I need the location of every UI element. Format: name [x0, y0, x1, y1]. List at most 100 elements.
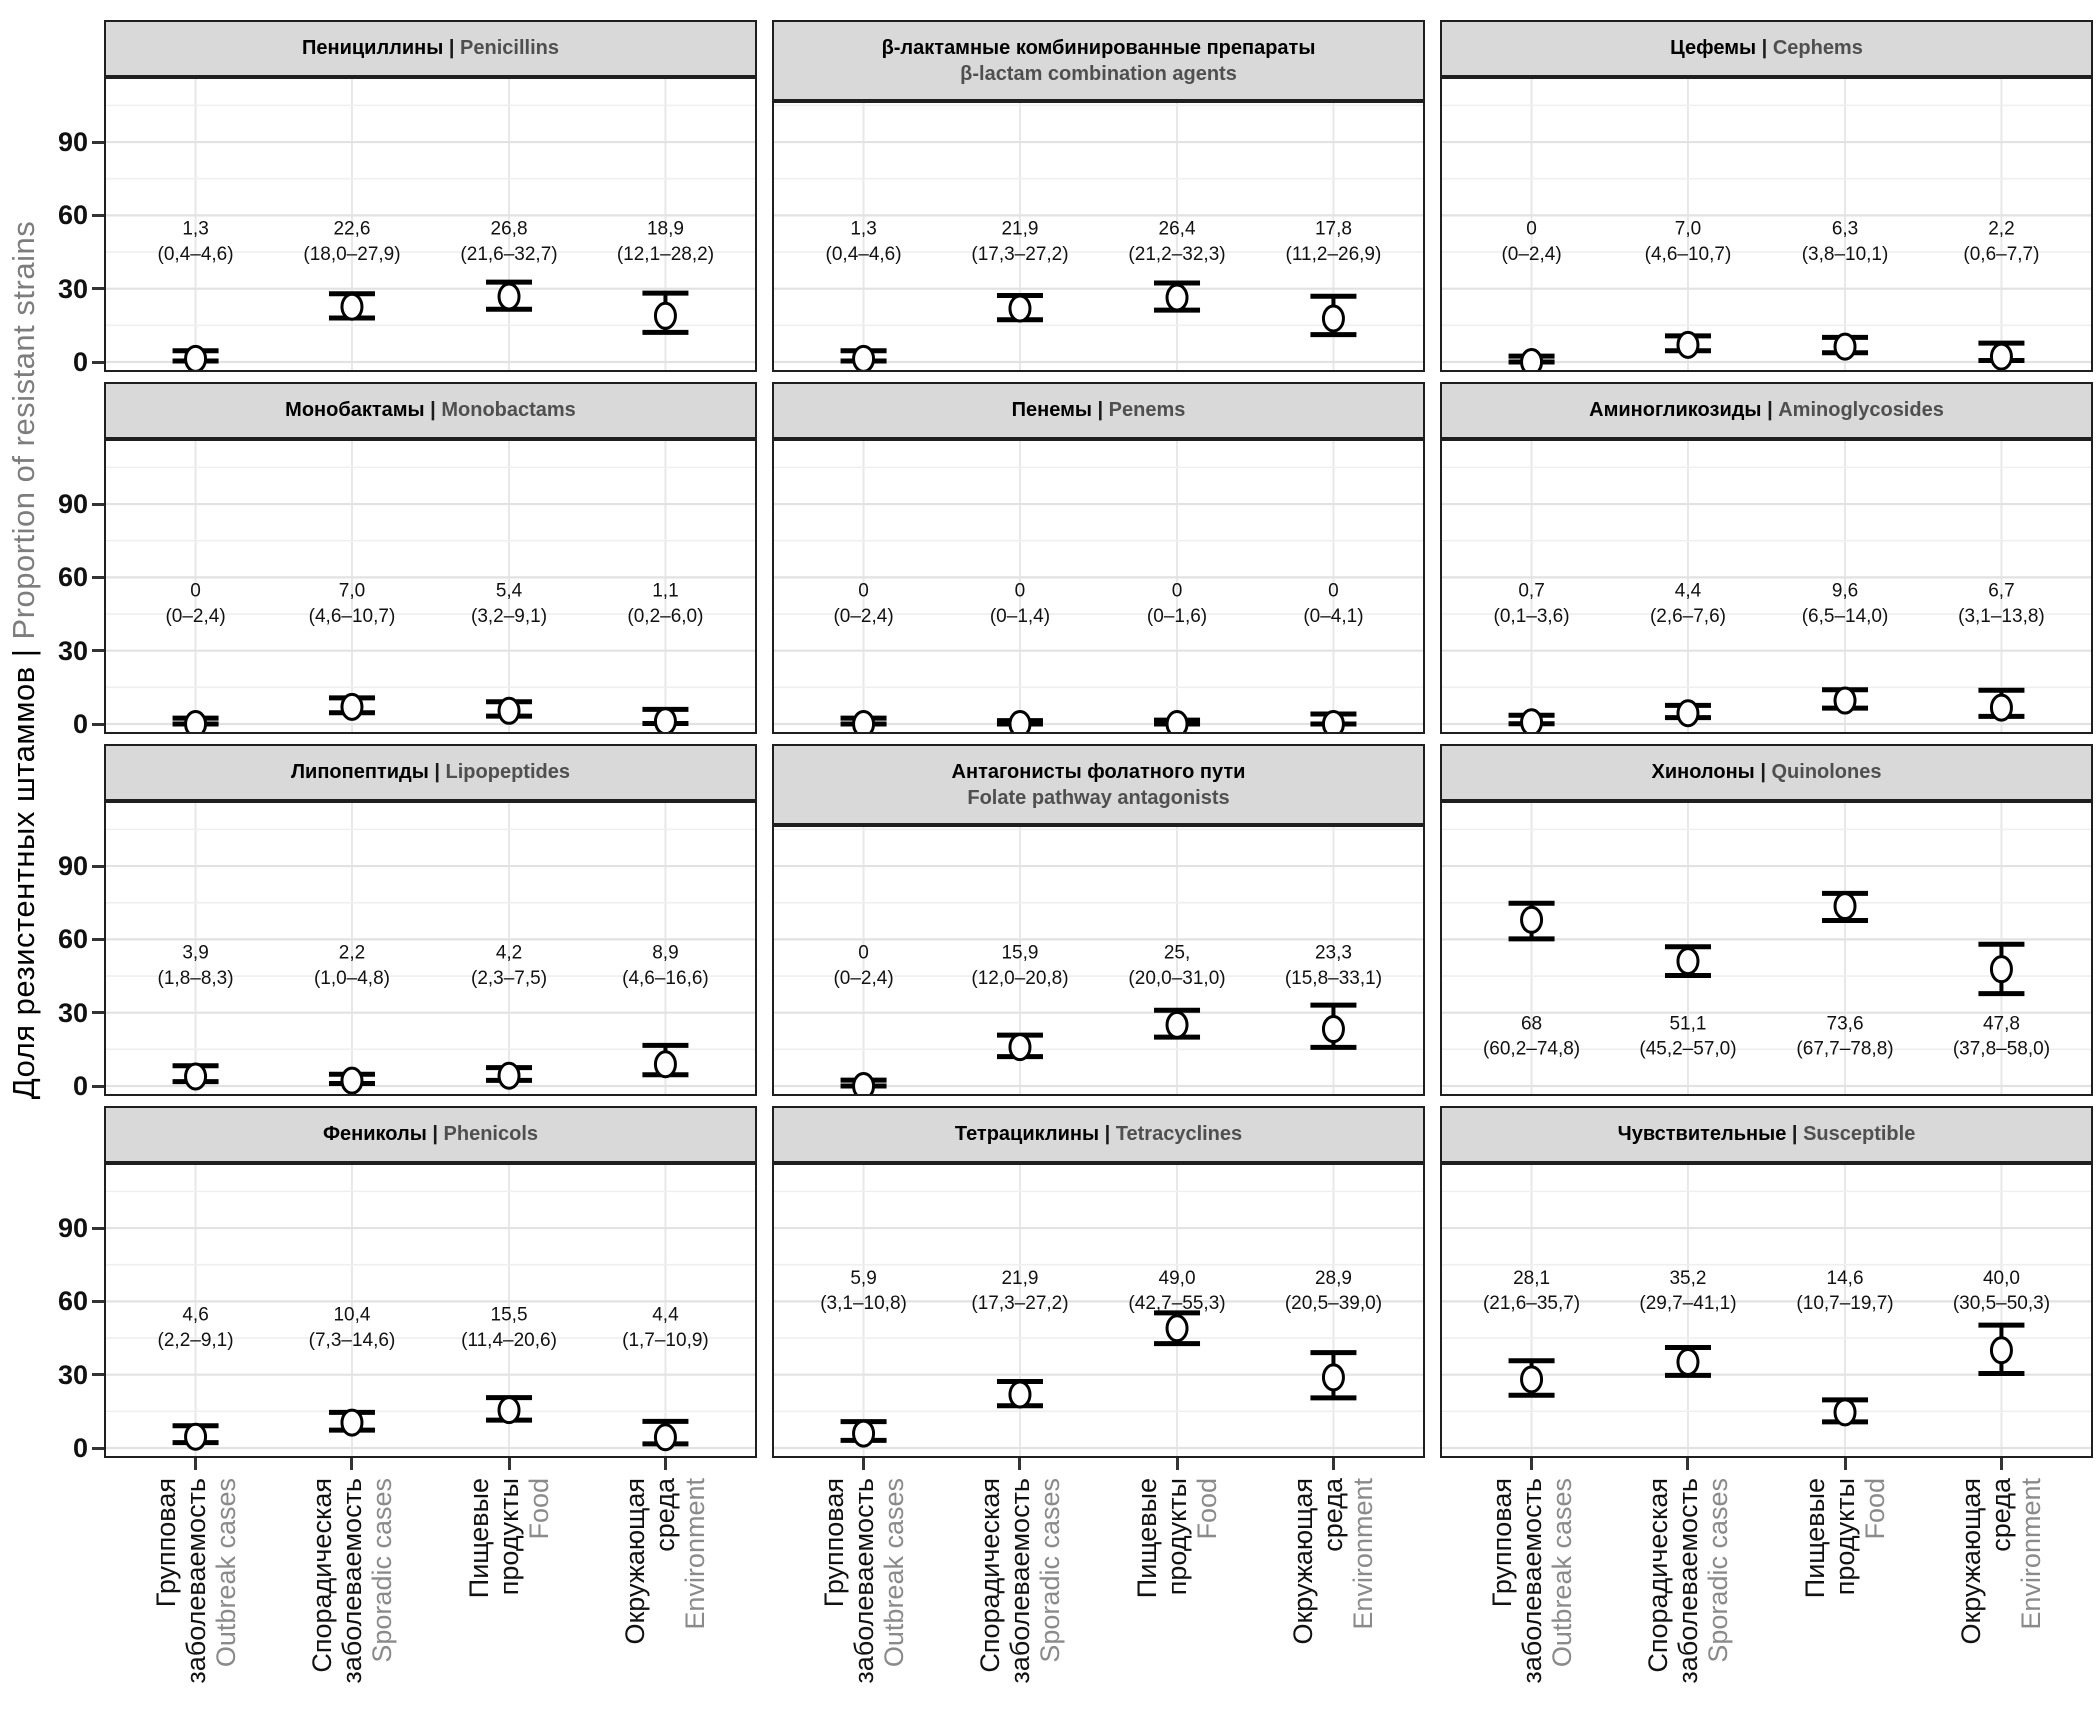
- panel-canvas-cephems: 0 (0–2,4) 7,0 (4,6–10,7) 6,3 (3,8–10,1) 2,2 (0,…: [1442, 79, 2091, 370]
- y-axis-tick: [92, 213, 104, 217]
- y-axis-tick: [92, 864, 104, 868]
- panel-plot-monobactams: 0 (0–2,4) 7,0 (4,6–10,7) 5,4 (3,2–9,1) 1,1 (0,2…: [104, 439, 757, 734]
- panel-canvas-aminoglycosides: 0,7 (0,1–3,6) 4,4 (2,6–7,6) 9,6 (6,5–14,0) 6,7…: [1442, 441, 2091, 732]
- ci-label: (1,7–10,9): [622, 1330, 709, 1351]
- x-tick-label-ru-line: Спорадическая: [1642, 1478, 1673, 1673]
- panel-strip-beta-lactam-combination-agents: β-лактамные комбинированные препараты β-l…: [772, 20, 1425, 101]
- ci-label: (3,2–9,1): [471, 606, 547, 627]
- x-axis-tick: [1686, 1458, 1690, 1470]
- x-axis-tick: [1175, 1458, 1179, 1470]
- value-label: 7,0: [1675, 219, 1701, 240]
- y-axis-tick: [92, 649, 104, 653]
- x-tick-label-en-line: Sporadic cases: [1702, 1478, 1733, 1663]
- strip-title-ru: Фениколы: [322, 1123, 427, 1145]
- strip-title-ru: Цефемы: [1670, 37, 1757, 59]
- ci-label: (6,5–14,0): [1802, 606, 1889, 627]
- value-label: 0: [190, 581, 201, 602]
- data-point: [1520, 708, 1544, 732]
- panel-plot-quinolones: 68 (60,2–74,8) 51,1 (45,2–57,0) 73,6 (67,7–78…: [1440, 801, 2093, 1096]
- value-label: 17,8: [1315, 219, 1352, 240]
- data-point: [1676, 947, 1700, 976]
- value-label: 0: [1328, 581, 1339, 602]
- x-tick-label-en-line: Environment: [2016, 1478, 2047, 1630]
- strip-title-en: Cephems: [1772, 37, 1863, 59]
- x-tick-label-ru-line: Групповая: [150, 1478, 181, 1608]
- x-tick-label-en-line: Environment: [1348, 1478, 1379, 1630]
- value-label: 21,9: [1001, 219, 1038, 240]
- value-label: 22,6: [333, 219, 370, 240]
- panel-canvas-tetracyclines: 5,9 (3,1–10,8) 21,9 (17,3–27,2) 49,0 (42,7–55…: [774, 1165, 1423, 1456]
- value-label: 73,6: [1827, 1013, 1864, 1034]
- strip-title-separator: |: [426, 1123, 444, 1145]
- data-point: [852, 710, 876, 732]
- x-tick-label-ru-line: заболеваемость: [180, 1478, 211, 1684]
- y-axis-tick: [92, 502, 104, 506]
- x-tick-label-ru-line: Групповая: [1486, 1478, 1517, 1608]
- y-tick-label: 90: [57, 489, 88, 520]
- panel-plot-cephems: 0 (0–2,4) 7,0 (4,6–10,7) 6,3 (3,8–10,1) 2,2 (0,…: [1440, 77, 2093, 372]
- value-label: 8,9: [652, 943, 678, 964]
- strip-title: Фениколы | Phenicols: [106, 1108, 755, 1161]
- x-tick-label-en-line: Outbreak cases: [210, 1478, 241, 1668]
- ci-label: (17,3–27,2): [971, 244, 1068, 265]
- ci-label: (0–4,1): [1303, 606, 1363, 627]
- value-label: 25,: [1164, 943, 1190, 964]
- x-tick-label-ru-line: продукты: [1162, 1478, 1193, 1596]
- panel-strip-lipopeptides: Липопептиды | Lipopeptides: [104, 744, 757, 801]
- data-point: [1833, 686, 1857, 715]
- x-axis-tick: [350, 1458, 354, 1470]
- data-point: [184, 1062, 208, 1091]
- value-label: 6,7: [1988, 581, 2014, 602]
- value-label: 28,9: [1315, 1268, 1352, 1289]
- ci-label: (0,6–7,7): [1963, 244, 2039, 265]
- x-tick-label-ru-line: Спорадическая: [974, 1478, 1005, 1673]
- x-tick-label-en-line: Sporadic cases: [1034, 1478, 1065, 1663]
- panel-canvas-phenicols: 4,6 (2,2–9,1) 10,4 (7,3–14,6) 15,5 (11,4–20,6…: [106, 1165, 755, 1456]
- strip-title: Монобактамы | Monobactams: [106, 384, 755, 437]
- strip-title-separator: |: [1754, 761, 1772, 783]
- data-point: [852, 344, 876, 370]
- ci-label: (0,4–4,6): [158, 244, 234, 265]
- panel-plot-phenicols: 4,6 (2,2–9,1) 10,4 (7,3–14,6) 15,5 (11,4–20,6…: [104, 1163, 757, 1458]
- y-tick-label: 30: [57, 997, 88, 1028]
- value-label: 15,5: [491, 1305, 528, 1326]
- y-tick-label: 60: [57, 562, 88, 593]
- ci-label: (4,6–10,7): [309, 606, 396, 627]
- x-tick-label-ru-line: заболеваемость: [848, 1478, 879, 1684]
- ci-label: (29,7–41,1): [1639, 1293, 1736, 1314]
- panel-strip-aminoglycosides: Аминогликозиды | Aminoglycosides: [1440, 382, 2093, 439]
- strip-title-separator: |: [428, 761, 446, 783]
- x-tick-label-ru-line: Пищевые: [1800, 1478, 1831, 1599]
- y-axis-tick: [92, 1299, 104, 1303]
- strip-title-en: Phenicols: [443, 1123, 539, 1145]
- panel-strip-folate-pathway-antagonists: Антагонисты фолатного пути Folate pathway…: [772, 744, 1425, 825]
- strip-title-ru: Антагонисты фолатного пути: [951, 761, 1246, 783]
- strip-title-en: Penems: [1108, 399, 1186, 421]
- x-tick-label-1: Групповая заболеваемость Outbreak cases: [819, 1478, 909, 1708]
- strip-title-ru: Хинолоны: [1651, 761, 1755, 783]
- data-point: [184, 710, 208, 732]
- value-label: 23,3: [1315, 943, 1352, 964]
- x-tick-label-1: Групповая заболеваемость Outbreak cases: [151, 1478, 241, 1708]
- strip-title: Тетрациклины | Tetracyclines: [774, 1108, 1423, 1161]
- data-point: [1520, 1365, 1544, 1394]
- strip-title: Пенициллины | Penicillins: [106, 22, 755, 75]
- y-axis-tick: [92, 575, 104, 579]
- data-point: [1165, 710, 1189, 732]
- x-tick-label-4: Окружающая среда Environment: [1288, 1478, 1378, 1708]
- x-tick-label-en-line: Food: [524, 1478, 555, 1540]
- x-tick-label-en-line: Food: [1860, 1478, 1891, 1540]
- ci-label: (30,5–50,3): [1953, 1293, 2050, 1314]
- ci-label: (3,8–10,1): [1802, 244, 1889, 265]
- strip-title-en: Susceptible: [1803, 1123, 1916, 1145]
- x-tick-label-3: Пищевые продукты Food: [464, 1478, 554, 1708]
- value-label: 5,9: [850, 1268, 876, 1289]
- x-tick-label-ru-line: Окружающая: [620, 1478, 651, 1645]
- data-point: [340, 1408, 364, 1437]
- strip-title: Цефемы | Cephems: [1442, 22, 2091, 75]
- y-tick-label: 60: [57, 1286, 88, 1317]
- ci-label: (0–1,4): [990, 606, 1050, 627]
- value-label: 9,6: [1832, 581, 1858, 602]
- panel-strip-quinolones: Хинолоны | Quinolones: [1440, 744, 2093, 801]
- y-tick-label: 30: [57, 273, 88, 304]
